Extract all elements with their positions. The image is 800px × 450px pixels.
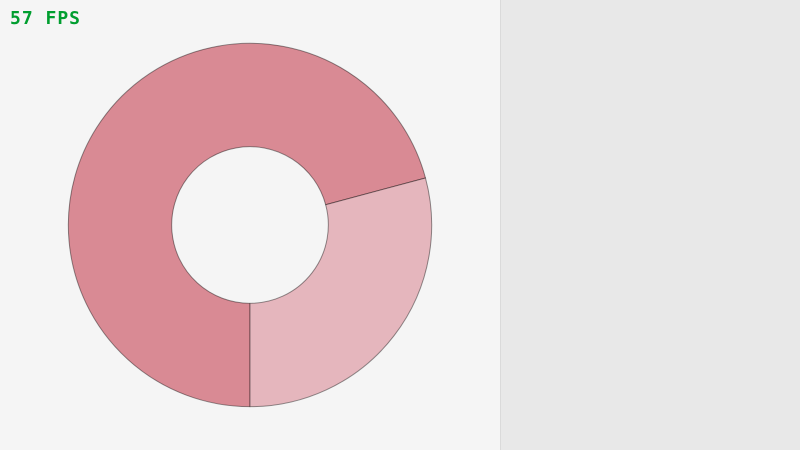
fps-counter: 57 FPS (10, 8, 82, 29)
ring-canvas (67, 42, 433, 408)
ring-sector-overlap (67, 42, 427, 408)
control-panel: StartAngle-255.00EndAngle360.00InnerRadi… (500, 0, 800, 450)
ring-sector-single (249, 177, 433, 408)
